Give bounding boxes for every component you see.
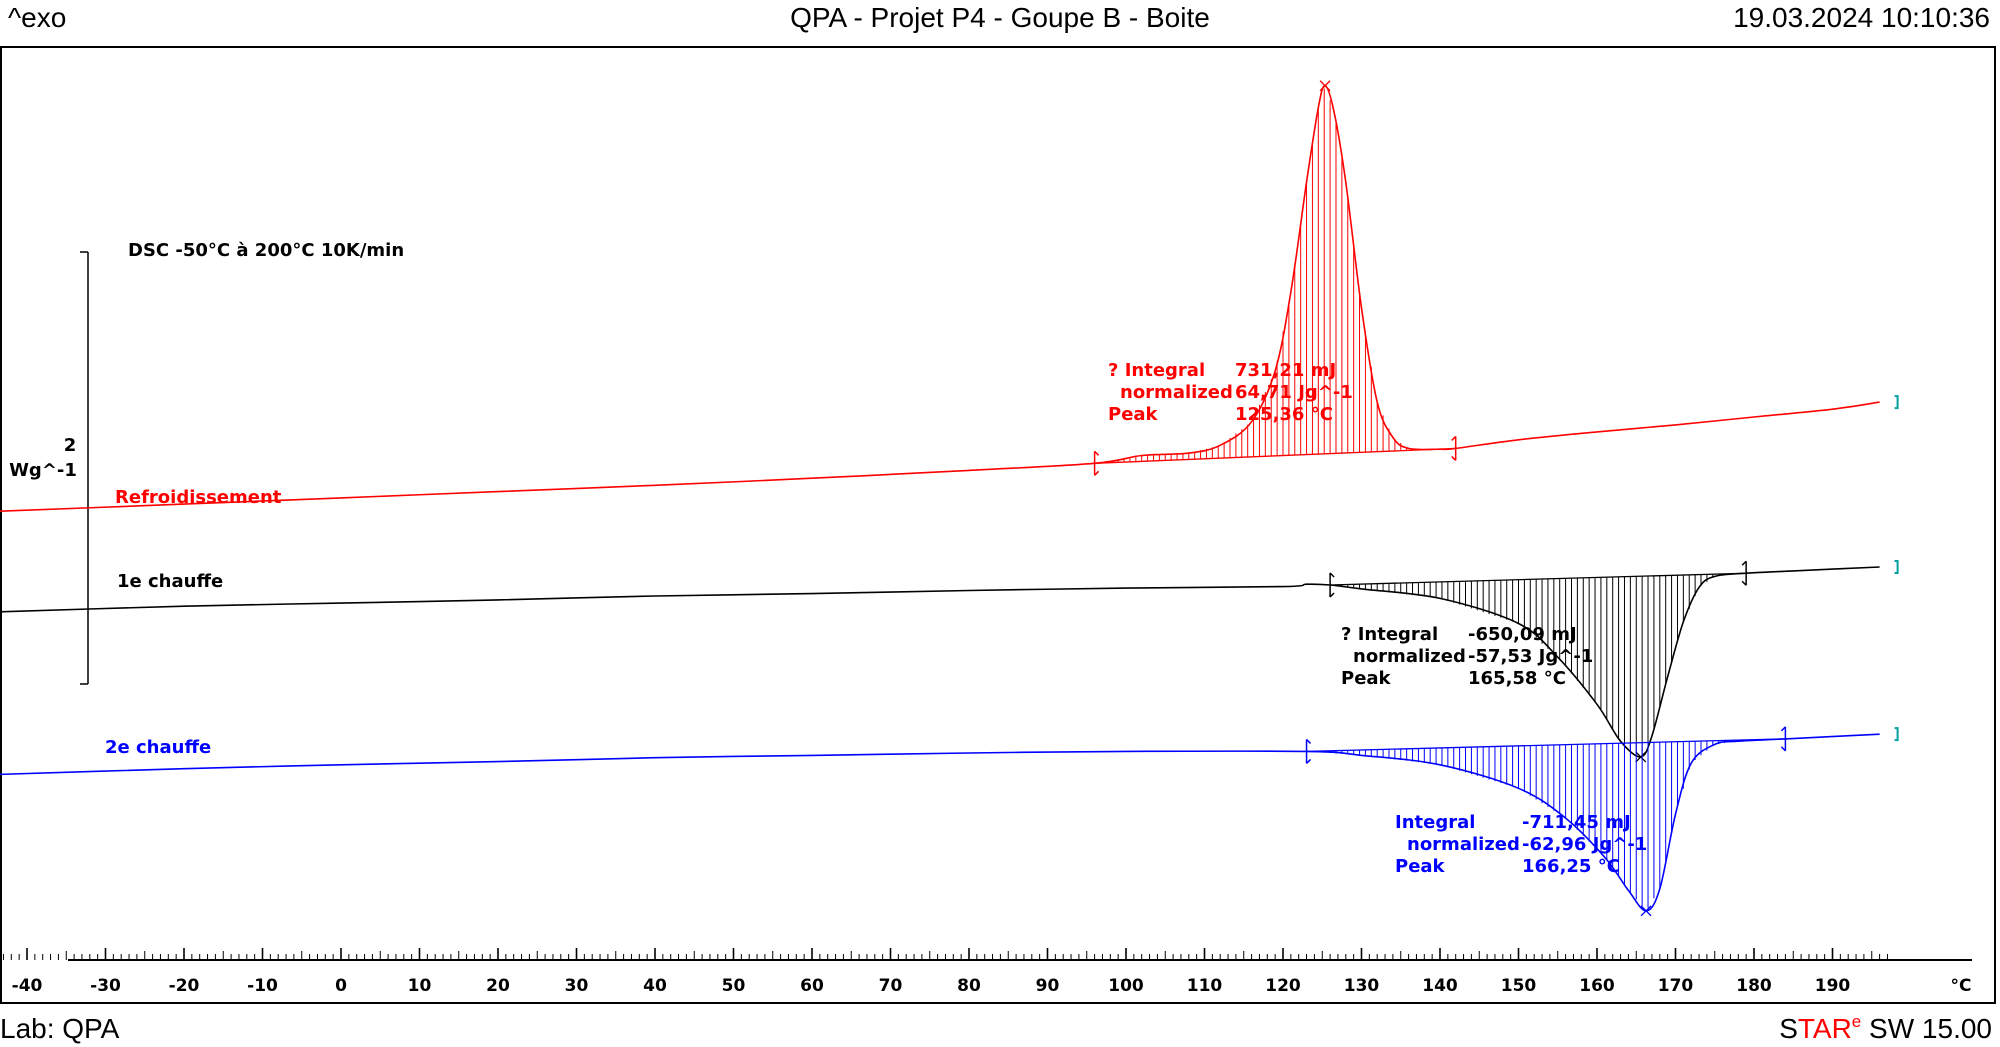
exo-direction-label: ^exo [8,2,67,33]
annotation-value: -650,09 mJ [1468,624,1577,645]
annotation-label: normalized [1120,382,1233,403]
x-tick-label: 10 [408,976,432,996]
curve-2e-chauffe [0,733,1880,912]
software-version: STARe SW 15.00 [1779,1012,1992,1045]
timestamp: 19.03.2024 10:10:36 [1733,2,1990,33]
x-tick-label: 40 [643,976,667,996]
x-axis-unit: °C [1951,976,1972,996]
annotation-label: Peak [1108,404,1159,425]
curve-end-bracket [1894,727,1899,742]
lab-label: Lab: QPA [0,1013,120,1044]
annotation-value: -62,96 Jg^-1 [1522,834,1647,855]
series-label-refroidissement: Refroidissement [115,487,282,508]
integration-limit-marker [1741,560,1747,586]
x-tick-label: 30 [565,976,589,996]
x-tick-label: -20 [169,976,200,996]
integration-limit-marker [1093,450,1100,476]
x-tick-label: 100 [1108,976,1144,996]
annotation-value: 125,36 °C [1235,404,1333,425]
annotation-value: 731,21 mJ [1235,360,1336,381]
integral-baseline [1306,738,1786,753]
software-version-number: SW 15.00 [1861,1013,1992,1044]
annotation-label: normalized [1353,646,1466,667]
x-tick-label: 130 [1344,976,1380,996]
peak-marker [1635,751,1647,763]
curve-refroidissement [0,84,1880,513]
annotation-value: -57,53 Jg^-1 [1468,646,1593,667]
x-tick-label: 50 [722,976,746,996]
annotation-value: 166,25 °C [1522,856,1620,877]
x-tick-label: 70 [879,976,903,996]
curve-end-bracket [1894,559,1899,574]
x-tick-label: 90 [1036,976,1060,996]
integral-baseline [1094,447,1456,464]
curve-1e-chauffe [0,566,1880,758]
x-tick-label: 170 [1658,976,1694,996]
x-tick-label: 160 [1579,976,1615,996]
curve-end-bracket [1894,395,1899,410]
x-tick-label: 60 [800,976,824,996]
x-tick-label: 150 [1501,976,1537,996]
annotation-value: -711,45 mJ [1522,812,1631,833]
annotation-value: 165,58 °C [1468,668,1566,689]
annotation-label: Integral [1395,812,1475,833]
annotation-label: ? Integral [1108,360,1205,381]
series-label-1e-chauffe: 1e chauffe [117,571,223,592]
x-tick-label: -30 [90,976,121,996]
chart-window-title: QPA - Projet P4 - Goupe B - Boite [790,2,1210,33]
x-tick-label: 110 [1187,976,1223,996]
x-tick-label: -10 [247,976,278,996]
integration-limit-marker [1305,738,1312,764]
annotation-label: normalized [1407,834,1520,855]
y-scale-bar [80,251,89,685]
x-tick-label: 190 [1815,976,1851,996]
peak-marker [1319,80,1331,92]
annotation-label: ? Integral [1341,624,1438,645]
scale-bar-unit: Wg^-1 [9,460,77,481]
plot-title: DSC -50°C à 200°C 10K/min [128,240,404,261]
peak-marker [1640,905,1652,917]
integration-limit-marker [1329,572,1335,598]
x-tick-label: 80 [957,976,981,996]
plot-frame [0,46,1996,1004]
x-tick-label: 0 [335,976,347,996]
annotation-label: Peak [1341,668,1392,689]
x-tick-label: -40 [12,976,43,996]
series-label-2e-chauffe: 2e chauffe [105,737,211,758]
software-name-e: e [1851,1012,1862,1031]
annotation-value: 64,71 Jg^-1 [1235,382,1353,403]
software-name-tar: TAR [1797,1013,1852,1044]
integration-limit-marker [1451,435,1457,461]
x-tick-label: 120 [1265,976,1301,996]
x-tick-label: 180 [1736,976,1772,996]
x-tick-label: 140 [1422,976,1458,996]
x-tick-label: 20 [486,976,510,996]
integral-baseline [1330,572,1747,586]
integration-limit-marker [1780,726,1787,752]
annotation-label: Peak [1395,856,1446,877]
software-name-s: S [1779,1013,1798,1044]
scale-bar-value: 2 [64,435,77,456]
